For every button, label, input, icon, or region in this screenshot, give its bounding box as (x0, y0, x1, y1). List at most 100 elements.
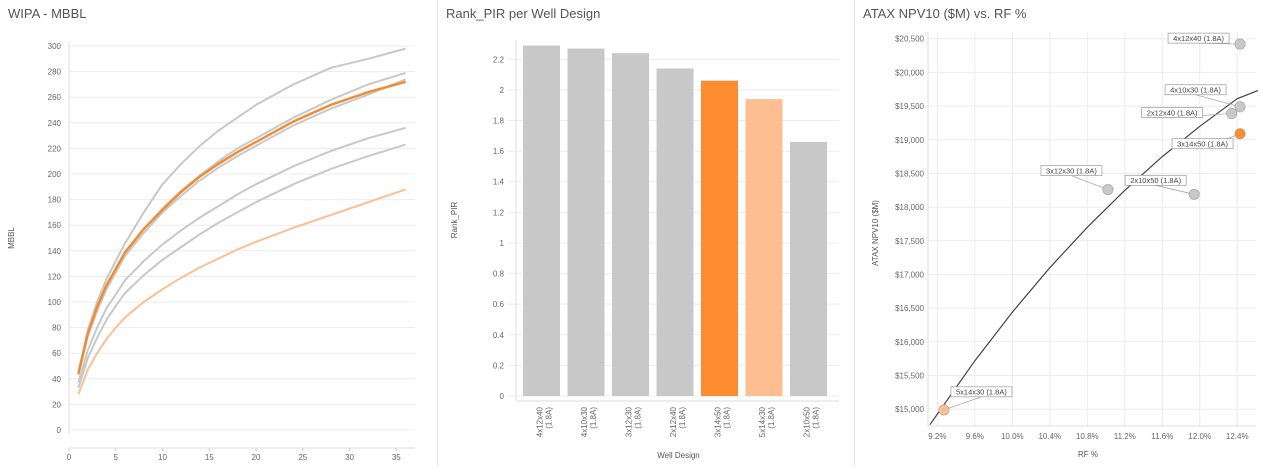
x-tick-label: 35 (392, 453, 401, 462)
wipa-chart: 0204060801001201401601802002202402602803… (7, 42, 415, 462)
point-label-box (1171, 138, 1234, 150)
point-label-box (1040, 165, 1103, 176)
x-tick-label: 5 (114, 453, 119, 462)
x-tick-label: 25 (298, 453, 307, 462)
y-tick-label: $16,500 (895, 304, 924, 313)
scatter-point-2x12x40 (1226, 107, 1238, 119)
scatter-point-2x10x50 (1188, 188, 1200, 200)
x-axis-label: RF % (1078, 450, 1098, 459)
point-label-box (1164, 84, 1227, 96)
point-label-box (1141, 107, 1203, 118)
y-tick-label: 40 (52, 375, 61, 384)
y-tick-label: 180 (48, 196, 62, 205)
y-tick-label: $18,000 (895, 203, 924, 212)
scatter-point-3x14x50 (1234, 128, 1246, 140)
y-tick-label: 240 (48, 119, 62, 128)
y-tick-label: $20,000 (895, 68, 924, 77)
y-axis-label: ATAX NPV10 ($M) (871, 200, 880, 266)
x-tick-label: 10.0% (1001, 432, 1024, 441)
npv-rf-chart-title: ATAX NPV10 ($M) vs. RF % (863, 6, 1027, 21)
y-tick-label: 80 (52, 324, 61, 333)
x-tick-label: 5x14x30(1.8A) (758, 406, 776, 437)
y-tick-label: 1.6 (493, 147, 505, 156)
y-tick-label: $17,500 (895, 237, 924, 246)
series-line-4x10x30 (77, 71, 406, 374)
y-tick-label: 0 (500, 392, 505, 401)
point-label-box (1124, 174, 1187, 186)
x-tick-label: 3x12x30(1.8A) (625, 406, 643, 437)
series-line-3x12x30 (77, 78, 406, 376)
y-axis-label: Rank_PIR (450, 202, 459, 239)
y-tick-label: $17,000 (895, 270, 924, 279)
y-tick-label: $15,500 (895, 371, 924, 380)
npv-rf-panel: ATAX NPV10 ($M) vs. RF % $15,000 $15,500 $… (855, 0, 1261, 466)
npv-rf-chart: $15,000 $15,500 $16,000 $16,500 $17,000 $17,5… (871, 32, 1259, 459)
y-tick-label: 0.2 (493, 361, 505, 370)
x-tick-label: 12.0% (1188, 432, 1211, 441)
x-tick-label: 4x12x40(1.8A) (536, 406, 554, 437)
scatter-point-4x10x30 (1234, 101, 1246, 113)
rank-pir-panel: Rank_PIR per Well Design 0 0.2 0.4 0.6 0.8 1 1… (438, 0, 854, 466)
y-tick-label: 2 (500, 86, 505, 95)
y-tick-label: 0.6 (493, 300, 505, 309)
scatter-point-3x12x30 (1102, 184, 1114, 196)
point-label-leader (1071, 175, 1109, 190)
series-line-2x10x50 (77, 126, 406, 383)
y-tick-label: 2.2 (493, 55, 505, 64)
series-line-3x14x50 (77, 80, 406, 374)
y-tick-label: 0.8 (493, 270, 505, 279)
y-tick-label: $19,000 (895, 136, 924, 145)
x-tick-label: 4x10x30(1.8A) (580, 406, 598, 437)
trend-line (929, 90, 1259, 426)
x-tick-label: 10 (158, 453, 167, 462)
x-tick-label: 15 (205, 453, 214, 462)
x-tick-label: 9.6% (966, 432, 984, 441)
x-tick-label: 9.2% (928, 432, 946, 441)
y-tick-label: 160 (48, 221, 62, 230)
x-tick-label: 12.4% (1226, 432, 1249, 441)
y-tick-label: 1.4 (493, 178, 505, 187)
y-tick-label: 1.2 (493, 208, 505, 217)
y-tick-label: 140 (48, 247, 62, 256)
x-tick-label: 11.6% (1151, 432, 1173, 441)
bar-2x12x40 (656, 68, 694, 397)
panel-divider-1 (437, 0, 438, 466)
point-label-leader (1155, 184, 1195, 195)
point-label-leader (1195, 94, 1241, 108)
bar-2x10x50 (790, 141, 827, 396)
point-label-box (1167, 32, 1230, 44)
y-tick-label: $15,000 (895, 405, 924, 414)
series-line-2x12x40 (77, 143, 406, 389)
y-tick-label: 280 (48, 68, 62, 77)
rank-pir-chart: 0 0.2 0.4 0.6 0.8 1 1.2 1.4 1.6 1.8 2 2.2 Rank_PIR We… (450, 40, 839, 460)
point-label: 4x12x40 (1.8A) (1173, 34, 1224, 43)
point-label: 4x10x30 (1.8A) (1170, 86, 1221, 95)
y-tick-label: 300 (48, 42, 62, 51)
x-tick-label: 20 (252, 453, 261, 462)
bar-5x14x30 (745, 99, 783, 397)
y-tick-label: 0.4 (493, 331, 505, 340)
x-tick-label: 2x10x50(1.8A) (803, 406, 821, 437)
scatter-point-4x12x40 (1234, 38, 1246, 50)
bar-4x12x40 (523, 45, 560, 397)
bar-4x10x30 (567, 48, 605, 396)
y-tick-label: 220 (48, 144, 62, 153)
wipa-panel: WIPA - MBBL 0 20 40 60 80 100 120 140 160 180 200 2… (0, 0, 437, 466)
panel-divider-2 (854, 0, 855, 466)
y-tick-label: $20,500 (895, 35, 924, 44)
y-tick-label: 1.8 (493, 117, 505, 126)
x-tick-label: 10.4% (1038, 432, 1061, 441)
x-tick-label: 11.2% (1114, 432, 1136, 441)
y-tick-label: 120 (48, 272, 62, 281)
x-tick-label: 3x14x50(1.8A) (714, 406, 732, 437)
y-tick-label: 20 (52, 400, 61, 409)
point-label: 3x14x50 (1.8A) (1177, 139, 1228, 148)
x-tick-label: 0 (67, 453, 72, 462)
bar-3x12x30 (612, 53, 649, 396)
y-tick-label: 260 (48, 93, 62, 102)
series-line-4x12x40 (77, 47, 406, 373)
point-label-leader (943, 396, 982, 411)
point-label: 2x10x50 (1.8A) (1130, 176, 1181, 185)
y-tick-label: 60 (52, 349, 61, 358)
y-tick-label: $18,500 (895, 169, 924, 178)
